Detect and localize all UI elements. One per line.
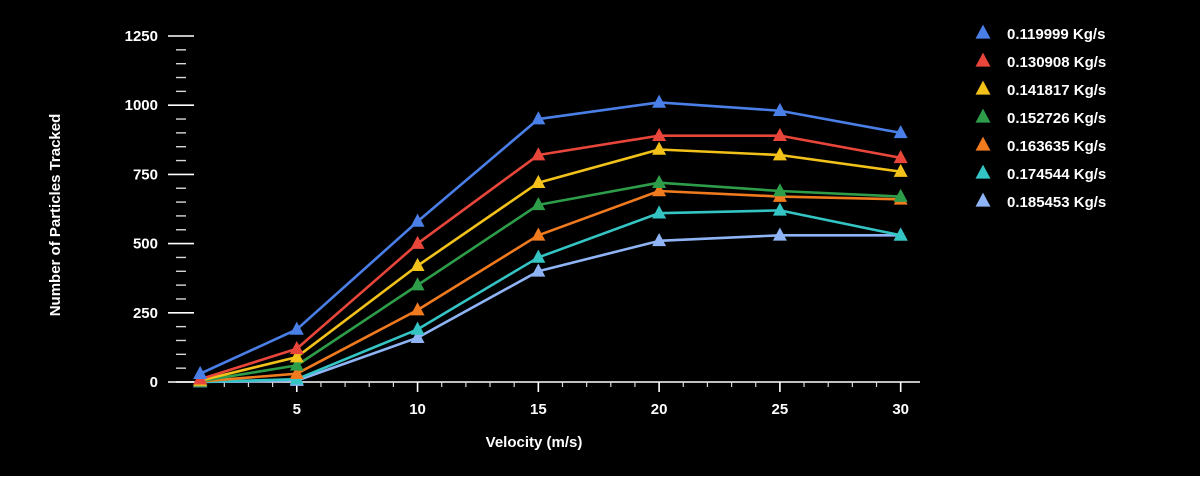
x-tick-label: 10 bbox=[409, 401, 426, 418]
data-point-marker bbox=[410, 213, 425, 227]
data-point-marker bbox=[652, 94, 667, 108]
legend-marker bbox=[975, 80, 991, 95]
y-tick-label: 750 bbox=[133, 166, 158, 183]
legend-marker bbox=[975, 24, 991, 39]
data-point-marker bbox=[652, 141, 667, 155]
data-point-marker bbox=[652, 233, 667, 247]
data-point-marker bbox=[652, 127, 667, 141]
legend-label: 0.174544 Kg/s bbox=[1007, 166, 1106, 183]
data-point-marker bbox=[772, 227, 787, 241]
y-axis-title: Number of Particles Tracked bbox=[47, 114, 64, 317]
legend-label: 0.185453 Kg/s bbox=[1007, 194, 1106, 211]
legend-label: 0.163635 Kg/s bbox=[1007, 138, 1106, 155]
data-point-marker bbox=[652, 174, 667, 188]
data-point-marker bbox=[531, 197, 546, 211]
data-point-marker bbox=[410, 302, 425, 316]
data-point-marker bbox=[772, 102, 787, 117]
x-tick-label: 15 bbox=[530, 401, 547, 418]
data-point-marker bbox=[289, 365, 304, 379]
y-tick-label: 0 bbox=[150, 374, 158, 391]
series-lines bbox=[193, 94, 908, 388]
y-tick-label: 1000 bbox=[125, 97, 158, 114]
data-point-marker bbox=[893, 227, 908, 241]
legend-label: 0.130908 Kg/s bbox=[1007, 54, 1106, 71]
data-point-marker bbox=[772, 127, 787, 141]
data-point-marker bbox=[531, 227, 546, 241]
data-point-marker bbox=[893, 163, 908, 177]
legend-label: 0.141817 Kg/s bbox=[1007, 82, 1106, 99]
data-point-marker bbox=[289, 357, 304, 371]
data-point-marker bbox=[410, 321, 425, 335]
data-point-marker bbox=[531, 147, 546, 161]
data-point-marker bbox=[289, 349, 304, 363]
axis-ticks: 0 250 500 750 1000 1250 5 10 15 20 25 30 bbox=[125, 28, 909, 418]
x-tick-label: 20 bbox=[651, 401, 668, 418]
x-tick-label: 25 bbox=[772, 401, 789, 418]
legend-marker bbox=[975, 52, 991, 67]
data-point-marker bbox=[531, 263, 546, 277]
legend-label: 0.119999 Kg/s bbox=[1007, 26, 1105, 43]
data-point-marker bbox=[893, 188, 908, 202]
y-tick-label: 250 bbox=[133, 305, 158, 322]
data-point-marker bbox=[531, 174, 546, 188]
data-point-marker bbox=[652, 205, 667, 219]
data-point-marker bbox=[531, 249, 546, 263]
data-point-marker bbox=[893, 125, 908, 139]
data-point-marker bbox=[289, 321, 304, 335]
data-point-marker bbox=[410, 257, 425, 272]
x-tick-label: 5 bbox=[293, 401, 301, 418]
legend-marker bbox=[975, 108, 991, 123]
data-point-marker bbox=[772, 183, 787, 197]
data-point-marker bbox=[193, 365, 208, 379]
data-point-marker bbox=[531, 111, 546, 125]
data-point-marker bbox=[652, 183, 667, 197]
legend-label: 0.152726 Kg/s bbox=[1007, 110, 1106, 127]
data-point-marker bbox=[289, 340, 304, 355]
x-axis-title: Velocity (m/s) bbox=[486, 434, 583, 451]
y-tick-label: 500 bbox=[133, 236, 158, 253]
data-point-marker bbox=[410, 329, 425, 344]
series-group bbox=[193, 94, 908, 379]
legend-marker bbox=[975, 192, 991, 207]
legend-marker bbox=[975, 164, 991, 179]
series-group bbox=[193, 127, 908, 385]
legend-marker bbox=[975, 136, 991, 151]
data-point-marker bbox=[893, 149, 908, 164]
data-point-marker bbox=[772, 147, 787, 161]
data-point-marker bbox=[772, 202, 787, 216]
data-point-marker bbox=[410, 277, 425, 291]
axes: Velocity (m/s) Number of Particles Track… bbox=[47, 114, 920, 451]
legend: 0.119999 Kg/s 0.130908 Kg/s 0.141817 Kg/s 0… bbox=[975, 24, 1106, 211]
data-point-marker bbox=[410, 235, 425, 249]
x-tick-label: 30 bbox=[892, 401, 909, 418]
y-tick-label: 1250 bbox=[125, 28, 158, 45]
